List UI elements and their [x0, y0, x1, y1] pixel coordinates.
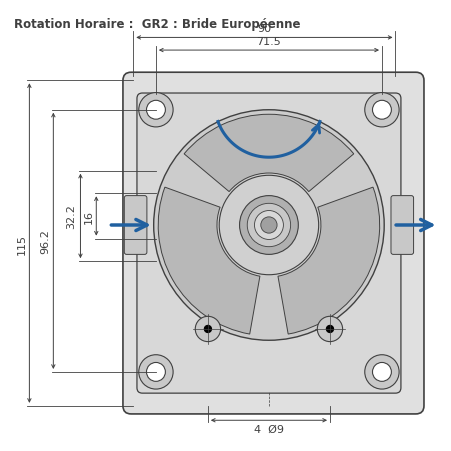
- Circle shape: [364, 93, 398, 128]
- Circle shape: [372, 363, 391, 382]
- Circle shape: [138, 355, 173, 389]
- Circle shape: [239, 196, 298, 255]
- FancyBboxPatch shape: [123, 73, 423, 414]
- Circle shape: [254, 211, 283, 240]
- Wedge shape: [158, 188, 259, 334]
- Circle shape: [364, 355, 398, 389]
- Circle shape: [153, 110, 383, 341]
- Circle shape: [146, 101, 165, 120]
- Circle shape: [204, 326, 211, 333]
- Text: 16: 16: [83, 210, 93, 223]
- Wedge shape: [184, 115, 353, 192]
- Text: 32.2: 32.2: [66, 204, 76, 229]
- Text: 4  Ø9: 4 Ø9: [253, 424, 283, 434]
- Circle shape: [146, 363, 165, 382]
- FancyBboxPatch shape: [137, 94, 400, 393]
- Wedge shape: [277, 188, 379, 334]
- Circle shape: [326, 326, 333, 333]
- Circle shape: [138, 93, 173, 128]
- Circle shape: [372, 101, 391, 120]
- Text: 115: 115: [17, 233, 27, 254]
- Text: Rotation Horaire :  GR2 : Bride Européenne: Rotation Horaire : GR2 : Bride Européenn…: [14, 18, 299, 31]
- Text: 96.2: 96.2: [40, 229, 50, 254]
- Text: 71.5: 71.5: [256, 37, 281, 47]
- Circle shape: [195, 317, 220, 342]
- Circle shape: [219, 176, 318, 275]
- Circle shape: [260, 217, 276, 234]
- FancyBboxPatch shape: [390, 196, 413, 255]
- Circle shape: [247, 204, 290, 247]
- Circle shape: [317, 317, 342, 342]
- FancyBboxPatch shape: [124, 196, 147, 255]
- Text: 90: 90: [257, 24, 271, 34]
